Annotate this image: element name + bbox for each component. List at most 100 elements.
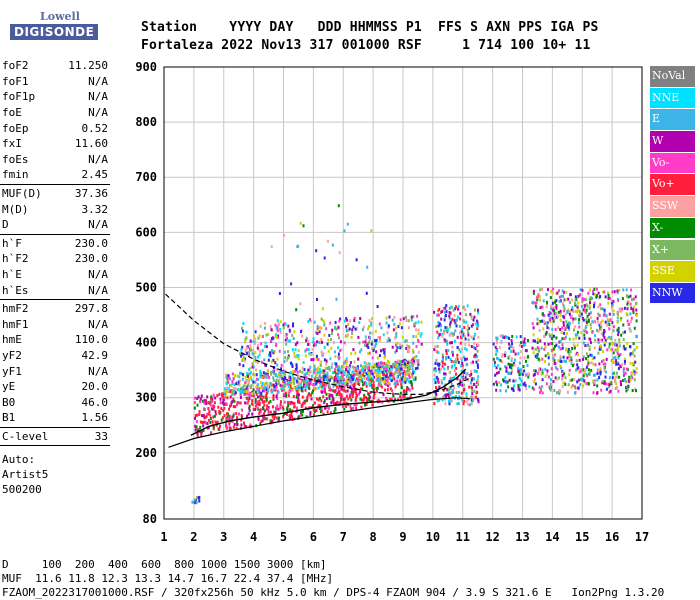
echo-point	[557, 310, 560, 314]
echo-point	[319, 376, 322, 380]
echo-point	[456, 346, 459, 350]
echo-point	[307, 348, 310, 352]
echo-point	[340, 393, 343, 397]
echo-point	[201, 421, 204, 425]
echo-point	[473, 315, 476, 319]
echo-point	[445, 328, 448, 332]
echo-point	[368, 371, 370, 375]
echo-point	[614, 342, 616, 346]
echo-point	[438, 398, 441, 402]
echo-point	[291, 373, 294, 377]
echo-point	[364, 335, 367, 339]
echo-point	[607, 293, 610, 297]
echo-point	[385, 316, 388, 320]
echo-point	[495, 340, 498, 344]
echo-point	[318, 340, 321, 344]
echo-point	[411, 363, 414, 367]
echo-point	[320, 326, 323, 330]
echo-point	[234, 374, 237, 378]
echo-point	[251, 412, 254, 416]
echo-point	[612, 351, 615, 355]
echo-point	[513, 384, 515, 388]
echo-point	[333, 410, 336, 414]
echo-point	[394, 362, 397, 366]
echo-point	[612, 309, 615, 313]
echo-point	[242, 373, 245, 377]
echo-point	[324, 366, 327, 370]
echo-point	[378, 354, 381, 358]
echo-point	[328, 386, 331, 390]
echo-point	[231, 400, 234, 403]
echo-point	[332, 384, 335, 388]
echo-point	[630, 316, 633, 320]
echo-point	[592, 292, 595, 296]
echo-point	[404, 365, 407, 369]
echo-point	[586, 323, 589, 326]
echo-point	[232, 425, 235, 429]
echo-point	[361, 380, 364, 383]
echo-point	[324, 378, 327, 382]
scaled-parameters-panel: foF2 11.250 foF1 N/A foF1p N/A foE N/A foEp 0.52 f…	[0, 58, 110, 497]
echo-point	[249, 391, 252, 395]
echo-point	[611, 376, 614, 380]
echo-point	[247, 374, 249, 378]
echo-point	[365, 337, 367, 341]
echo-point	[196, 496, 199, 500]
echo-point	[393, 377, 396, 381]
echo-point	[239, 379, 242, 383]
echo-point	[399, 318, 402, 322]
echo-point	[566, 332, 569, 336]
echo-point	[350, 383, 353, 387]
echo-point	[372, 395, 375, 399]
echo-point	[374, 371, 376, 375]
echo-point	[280, 386, 283, 390]
echo-point	[555, 336, 558, 340]
echo-point	[386, 331, 389, 335]
echo-point	[341, 405, 344, 409]
echo-point	[359, 390, 362, 394]
echo-point	[308, 373, 311, 377]
echo-point	[225, 375, 228, 379]
echo-point	[287, 391, 290, 395]
echo-point	[470, 315, 473, 319]
echo-point	[288, 387, 291, 391]
echo-point	[602, 358, 605, 362]
echo-point	[353, 386, 356, 390]
echo-point	[291, 333, 294, 337]
echo-point	[591, 296, 594, 300]
echo-point	[255, 390, 257, 394]
echo-point	[611, 372, 614, 376]
echo-point	[261, 381, 264, 385]
echo-point	[204, 421, 207, 425]
echo-point	[375, 338, 378, 342]
legend-entry-nne: NNE	[650, 87, 695, 109]
echo-point	[572, 310, 575, 314]
echo-point	[283, 233, 285, 237]
echo-point	[296, 341, 299, 345]
echo-point	[273, 372, 276, 376]
echo-point	[298, 376, 301, 380]
echo-point	[345, 325, 348, 328]
echo-point	[627, 322, 630, 326]
echo-point	[303, 382, 305, 386]
echo-point	[333, 382, 336, 385]
echo-point	[348, 364, 351, 368]
echo-point	[315, 381, 318, 385]
echo-point	[345, 365, 348, 369]
echo-point	[305, 336, 308, 340]
echo-point	[625, 389, 628, 393]
echo-point	[550, 289, 553, 293]
legend-entry-x: X-	[650, 217, 695, 239]
echo-point	[508, 378, 511, 382]
echo-point	[304, 372, 307, 376]
echo-point	[306, 395, 309, 399]
echo-point	[265, 345, 268, 349]
echo-point	[412, 348, 414, 352]
param-row: foEp 0.52	[0, 120, 110, 136]
echo-point	[336, 400, 339, 404]
echo-point	[559, 389, 562, 393]
echo-point	[370, 342, 373, 346]
echo-point	[260, 360, 263, 364]
echo-point	[607, 382, 610, 386]
echo-point	[358, 383, 361, 386]
